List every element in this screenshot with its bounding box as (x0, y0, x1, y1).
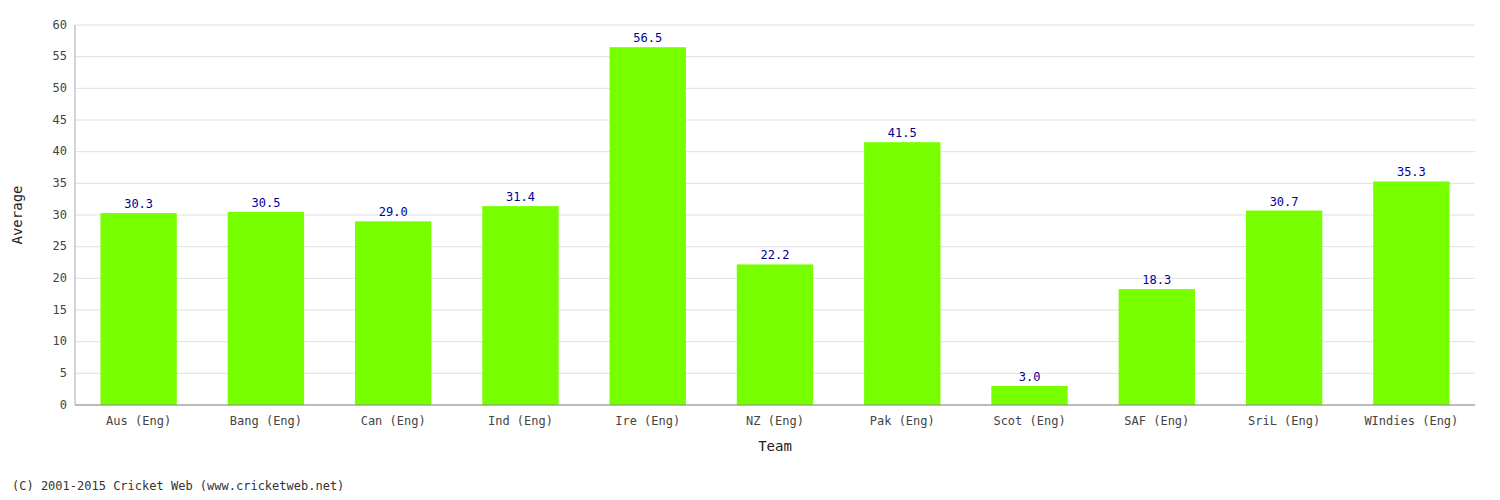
grid-line (75, 88, 1475, 89)
bar (991, 386, 1067, 405)
x-tick-label: Ind (Eng) (488, 414, 553, 428)
x-tick-label: Bang (Eng) (230, 414, 302, 428)
y-tick-label: 5 (60, 366, 67, 380)
x-axis-label: Team (758, 438, 792, 454)
bar (1246, 211, 1322, 405)
y-tick-label: 60 (53, 18, 67, 32)
data-label: 30.5 (251, 196, 280, 210)
grid-line (75, 151, 1475, 152)
y-tick-label: 30 (53, 208, 67, 222)
bar (100, 213, 176, 405)
chart-svg: 0 5 10 15 20 25 30 35 40 45 50 55 60 30.3 30.5 29.0 31.4… (0, 0, 1500, 500)
bar (1119, 289, 1195, 405)
data-label: 30.7 (1270, 195, 1299, 209)
y-tick-label: 10 (53, 334, 67, 348)
grid-line (75, 56, 1475, 57)
y-tick-label: 50 (53, 81, 67, 95)
y-axis-line (75, 25, 76, 405)
data-label: 35.3 (1397, 165, 1426, 179)
x-tick-label: Aus (Eng) (106, 414, 171, 428)
x-tick-label: Can (Eng) (361, 414, 426, 428)
bar (610, 47, 686, 405)
data-label: 18.3 (1142, 273, 1171, 287)
y-axis-label: Average (9, 185, 25, 244)
grid-line (75, 183, 1475, 184)
chart-container: 0 5 10 15 20 25 30 35 40 45 50 55 60 30.3 30.5 29.0 31.4… (0, 0, 1500, 500)
bar (737, 264, 813, 405)
data-label: 29.0 (379, 205, 408, 219)
bar (355, 221, 431, 405)
data-labels: 30.3 30.5 29.0 31.4 56.5 22.2 41.5 3.0 18.3 30.7 3… (124, 31, 1426, 384)
bar (228, 212, 304, 405)
bar (864, 142, 940, 405)
bars (100, 47, 1449, 405)
data-label: 41.5 (888, 126, 917, 140)
x-tick-label: Ire (Eng) (615, 414, 680, 428)
footer-annotation: (C) 2001-2015 Cricket Web (www.cricketwe… (12, 479, 344, 493)
y-ticks: 0 5 10 15 20 25 30 35 40 45 50 55 60 (53, 18, 67, 412)
bar (1373, 181, 1449, 405)
grid-line (75, 120, 1475, 121)
y-tick-label: 35 (53, 176, 67, 190)
data-label: 3.0 (1019, 370, 1041, 384)
data-label: 22.2 (761, 248, 790, 262)
x-tick-label: Pak (Eng) (870, 414, 935, 428)
y-tick-label: 0 (60, 398, 67, 412)
bar (482, 206, 558, 405)
data-label: 30.3 (124, 197, 153, 211)
x-tick-label: WIndies (Eng) (1364, 414, 1458, 428)
x-tick-label: SriL (Eng) (1248, 414, 1320, 428)
x-axis-line (75, 405, 1475, 406)
y-tick-label: 25 (53, 239, 67, 253)
y-tick-label: 45 (53, 113, 67, 127)
x-tick-label: NZ (Eng) (746, 414, 804, 428)
y-tick-label: 55 (53, 49, 67, 63)
data-label: 31.4 (506, 190, 535, 204)
y-tick-label: 15 (53, 303, 67, 317)
x-tick-label: SAF (Eng) (1124, 414, 1189, 428)
y-tick-label: 40 (53, 144, 67, 158)
grid (75, 25, 1475, 405)
x-tick-label: Scot (Eng) (993, 414, 1065, 428)
x-ticks: Aus (Eng) Bang (Eng) Can (Eng) Ind (Eng) Ire… (106, 414, 1458, 428)
grid-line (75, 405, 1475, 406)
grid-line (75, 25, 1475, 26)
data-label: 56.5 (633, 31, 662, 45)
y-tick-label: 20 (53, 271, 67, 285)
